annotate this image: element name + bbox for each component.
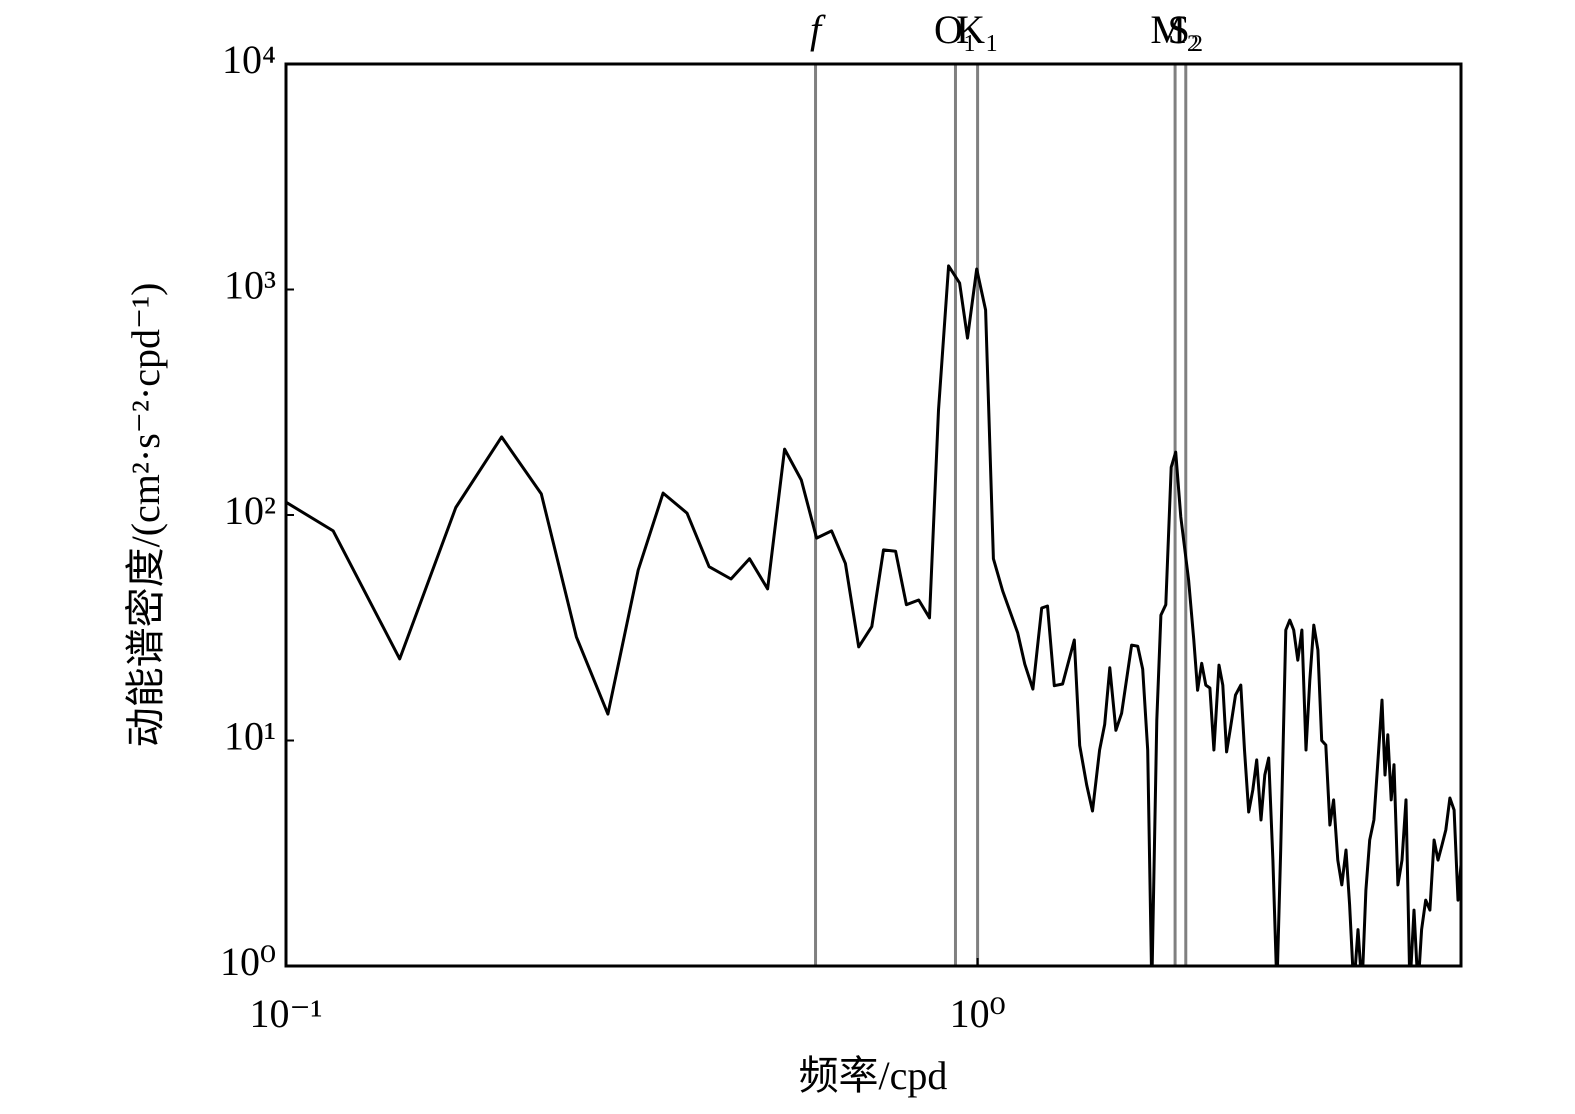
reference-label: M₂ xyxy=(1150,7,1200,52)
x-tick-label: 10⁻¹ xyxy=(249,991,322,1036)
y-tick-label: 10³ xyxy=(224,263,276,308)
y-axis-label: 动能谱密度/(cm²·s⁻²·cpd⁻¹) xyxy=(123,283,168,748)
y-tick-label: 10¹ xyxy=(224,714,276,759)
plot-frame xyxy=(284,62,1463,968)
x-tick-label: 10⁰ xyxy=(950,991,1006,1036)
reference-label: S₂ xyxy=(1168,7,1204,52)
reference-label: K₁ xyxy=(956,7,999,52)
x-axis-label: 频率/cpd xyxy=(799,1053,948,1098)
reference-label: O₁ xyxy=(934,7,977,52)
y-tick-label: 10⁰ xyxy=(220,939,276,984)
data-line xyxy=(286,264,1461,966)
reference-label: f xyxy=(810,7,826,52)
y-tick-label: 10⁴ xyxy=(222,37,276,82)
y-tick-label: 10² xyxy=(224,488,276,533)
